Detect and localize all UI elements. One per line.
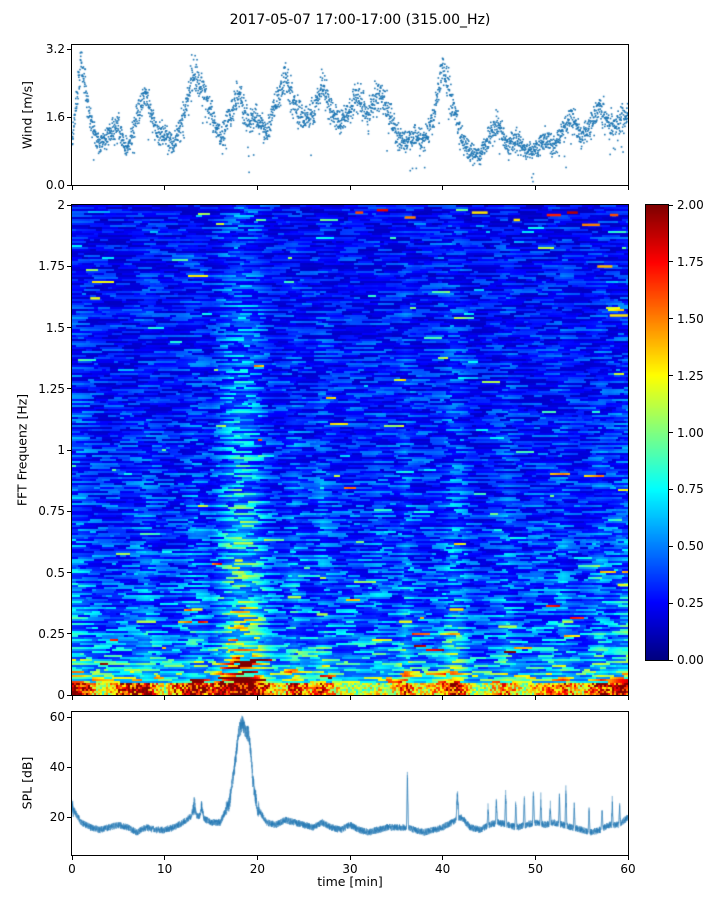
tick-mark	[349, 696, 351, 700]
tick-mark	[669, 602, 673, 604]
tick-label: 1.25	[38, 381, 65, 396]
tick-mark	[67, 572, 71, 573]
colorbar-canvas	[646, 205, 668, 660]
tick-label: 40	[435, 862, 451, 876]
tick-mark	[349, 186, 351, 190]
tick-mark	[256, 696, 258, 700]
tick-mark	[164, 856, 166, 860]
tick-label: 60	[620, 862, 636, 876]
tick-label: 20	[249, 862, 265, 876]
tick-label: 2.00	[677, 198, 704, 212]
tick-label: 2	[57, 198, 65, 212]
tick-mark	[67, 184, 71, 186]
tick-label: 1.75	[677, 254, 704, 269]
wind-scatter-canvas	[72, 45, 628, 185]
tick-label: 0.0	[45, 178, 65, 192]
tick-mark	[67, 116, 71, 118]
tick-label: 30	[342, 862, 358, 876]
tick-label: 50	[527, 862, 543, 876]
tick-label: 0.5	[45, 565, 65, 580]
tick-label: 1.25	[677, 368, 704, 383]
tick-mark	[67, 48, 71, 50]
tick-mark	[256, 856, 258, 860]
tick-mark	[442, 856, 444, 860]
tick-label: 10	[157, 862, 173, 876]
tick-mark	[67, 388, 71, 390]
tick-mark	[67, 816, 71, 818]
tick-mark	[71, 186, 73, 190]
tick-mark	[669, 432, 673, 433]
tick-mark	[669, 261, 673, 263]
tick-mark	[67, 766, 71, 768]
tick-label: 1.6	[45, 110, 65, 125]
tick-mark	[71, 856, 73, 860]
tick-mark	[669, 375, 673, 377]
tick-label: 1.75	[38, 259, 65, 274]
tick-label: 1	[57, 443, 65, 457]
tick-mark	[442, 186, 444, 190]
tick-mark	[67, 716, 71, 718]
tick-mark	[164, 696, 166, 700]
tick-label: 40	[49, 760, 65, 775]
spl-line-canvas	[72, 712, 628, 855]
tick-mark	[627, 856, 629, 860]
tick-mark	[256, 186, 258, 190]
tick-mark	[669, 204, 673, 206]
tick-mark	[442, 696, 444, 700]
tick-mark	[627, 186, 629, 190]
tick-label: 20	[49, 810, 65, 825]
tick-mark	[534, 856, 536, 860]
figure-title: 2017-05-07 17:00-17:00 (315.00_Hz)	[229, 12, 491, 28]
tick-label: 0	[57, 688, 65, 702]
tick-label: 1.5	[45, 320, 65, 335]
tick-label: 0.25	[38, 626, 65, 641]
tick-label: 3.2	[45, 42, 65, 57]
wind-axes	[71, 44, 629, 186]
tick-mark	[669, 488, 673, 490]
tick-label: 1.00	[677, 425, 704, 440]
time-xlabel: time [min]	[317, 874, 383, 889]
tick-mark	[534, 186, 536, 190]
tick-label: 0.50	[677, 539, 704, 554]
tick-mark	[627, 696, 629, 700]
tick-mark	[67, 327, 71, 328]
tick-mark	[669, 318, 673, 320]
tick-mark	[67, 449, 71, 451]
tick-label: 0.25	[677, 596, 704, 611]
tick-label: 0.75	[38, 504, 65, 519]
spl-axes	[71, 711, 629, 856]
tick-mark	[67, 510, 71, 512]
tick-label: 0	[68, 862, 76, 876]
spectrogram-axes	[71, 204, 629, 696]
tick-label: 60	[49, 710, 65, 725]
spectrogram-canvas	[72, 205, 628, 695]
tick-mark	[67, 694, 71, 696]
tick-mark	[534, 696, 536, 700]
tick-label: 0.00	[677, 653, 704, 667]
tick-mark	[71, 696, 73, 700]
tick-label: 1.50	[677, 311, 704, 326]
tick-mark	[67, 633, 71, 635]
tick-mark	[67, 265, 71, 267]
tick-mark	[669, 659, 673, 661]
tick-mark	[349, 856, 351, 860]
tick-mark	[67, 204, 71, 206]
tick-label: 0.75	[677, 482, 704, 497]
tick-mark	[164, 186, 166, 190]
colorbar	[645, 204, 669, 661]
tick-mark	[669, 545, 673, 547]
